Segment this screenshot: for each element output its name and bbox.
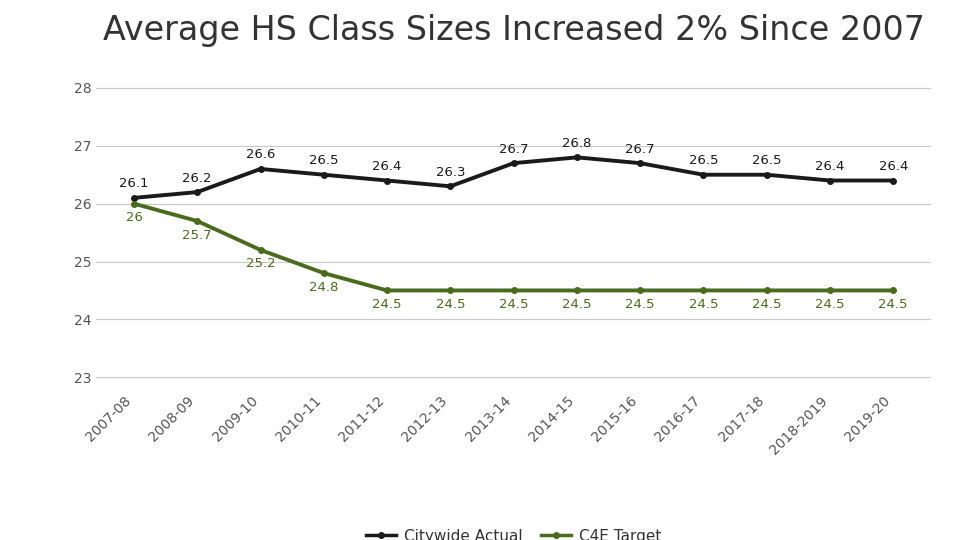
- Text: 26.7: 26.7: [499, 143, 528, 156]
- Citywide Actual: [825, 177, 836, 184]
- C4E Target: [191, 218, 203, 224]
- C4E Target: [444, 287, 456, 294]
- Legend: Citywide Actual, C4E Target: Citywide Actual, C4E Target: [360, 522, 667, 540]
- C4E Target: [698, 287, 709, 294]
- Title: Average HS Class Sizes Increased 2% Since 2007: Average HS Class Sizes Increased 2% Sinc…: [103, 14, 924, 47]
- Citywide Actual: [508, 160, 519, 166]
- Text: 24.5: 24.5: [499, 298, 528, 311]
- Text: 26.4: 26.4: [815, 160, 845, 173]
- Citywide Actual: [381, 177, 393, 184]
- Citywide Actual: [254, 166, 266, 172]
- Text: 26: 26: [126, 211, 142, 224]
- C4E Target: [761, 287, 773, 294]
- Text: 26.5: 26.5: [688, 154, 718, 167]
- C4E Target: [254, 247, 266, 253]
- Citywide Actual: [635, 160, 646, 166]
- C4E Target: [887, 287, 899, 294]
- Line: Citywide Actual: Citywide Actual: [132, 154, 896, 201]
- Citywide Actual: [571, 154, 583, 160]
- Citywide Actual: [887, 177, 899, 184]
- Text: 24.5: 24.5: [752, 298, 781, 311]
- Text: 26.6: 26.6: [246, 148, 276, 161]
- Text: 24.8: 24.8: [309, 281, 339, 294]
- Text: 24.5: 24.5: [625, 298, 655, 311]
- Text: 26.4: 26.4: [878, 160, 908, 173]
- Text: 26.3: 26.3: [436, 166, 465, 179]
- Text: 24.5: 24.5: [688, 298, 718, 311]
- Text: 26.8: 26.8: [563, 137, 591, 150]
- C4E Target: [635, 287, 646, 294]
- Citywide Actual: [761, 172, 773, 178]
- Line: C4E Target: C4E Target: [132, 201, 896, 293]
- Text: 26.5: 26.5: [752, 154, 781, 167]
- Text: 26.7: 26.7: [625, 143, 655, 156]
- Text: 25.2: 25.2: [246, 258, 276, 271]
- C4E Target: [571, 287, 583, 294]
- Text: 26.4: 26.4: [372, 160, 401, 173]
- Citywide Actual: [444, 183, 456, 190]
- C4E Target: [381, 287, 393, 294]
- Text: 26.1: 26.1: [119, 177, 149, 190]
- C4E Target: [508, 287, 519, 294]
- C4E Target: [318, 270, 329, 276]
- Text: 26.5: 26.5: [309, 154, 339, 167]
- Text: 24.5: 24.5: [436, 298, 465, 311]
- C4E Target: [825, 287, 836, 294]
- Text: 24.5: 24.5: [563, 298, 591, 311]
- Citywide Actual: [318, 172, 329, 178]
- Text: 24.5: 24.5: [878, 298, 908, 311]
- C4E Target: [129, 200, 140, 207]
- Text: 24.5: 24.5: [372, 298, 402, 311]
- Text: 24.5: 24.5: [815, 298, 845, 311]
- Text: 25.7: 25.7: [182, 228, 212, 241]
- Citywide Actual: [191, 189, 203, 195]
- Citywide Actual: [129, 194, 140, 201]
- Text: 26.2: 26.2: [182, 172, 212, 185]
- Citywide Actual: [698, 172, 709, 178]
